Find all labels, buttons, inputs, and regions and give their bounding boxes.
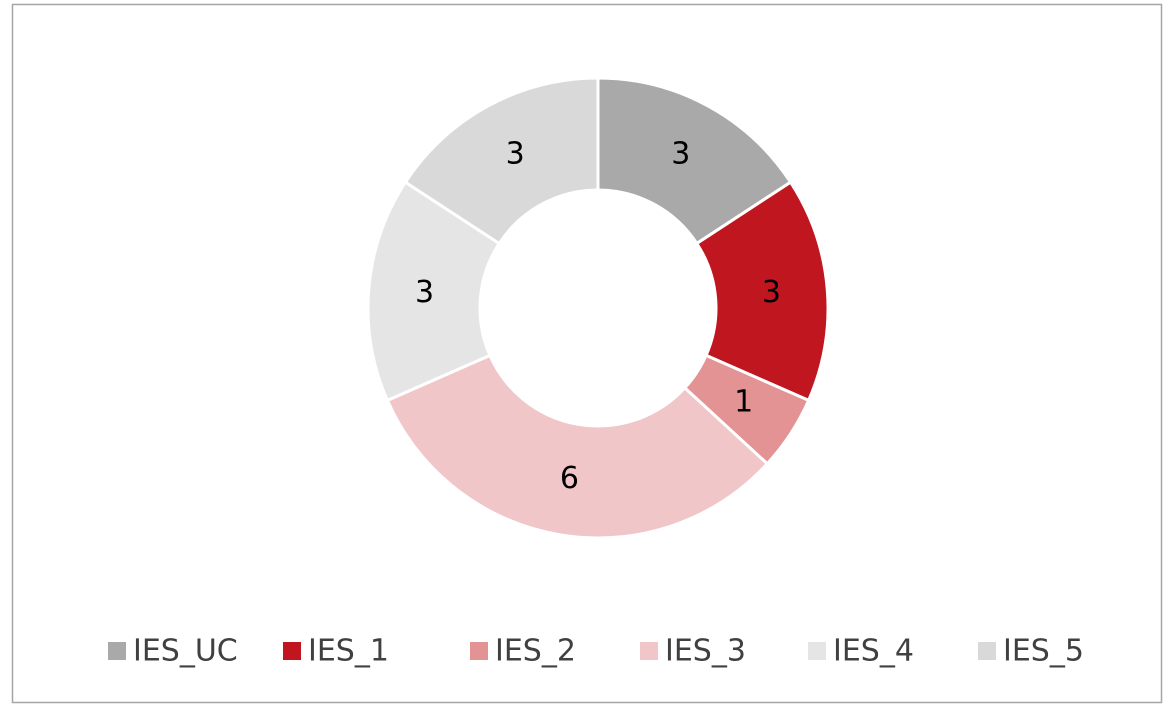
legend-label: IES_4 (833, 634, 914, 669)
legend-swatch (808, 642, 826, 660)
donut-segment (596, 76, 793, 246)
data-label: 6 (560, 461, 579, 496)
data-label: 3 (671, 136, 690, 171)
legend-label: IES_2 (495, 634, 576, 669)
donut-segment (694, 180, 830, 403)
legend-label: IES_1 (308, 634, 389, 669)
donut-segment (403, 76, 600, 246)
legend-label: IES_5 (1003, 634, 1084, 669)
data-label: 3 (415, 275, 434, 310)
data-label: 1 (734, 385, 753, 420)
legend-swatch (978, 642, 996, 660)
donut-segment (385, 353, 770, 540)
donut-segment (366, 180, 502, 403)
legend-label: IES_UC (133, 634, 238, 669)
data-label: 3 (506, 136, 525, 171)
legend-swatch (283, 642, 301, 660)
legend-swatch (470, 642, 488, 660)
legend-swatch (108, 642, 126, 660)
legend-label: IES_3 (665, 634, 746, 669)
data-label: 3 (762, 275, 781, 310)
legend-swatch (640, 642, 658, 660)
